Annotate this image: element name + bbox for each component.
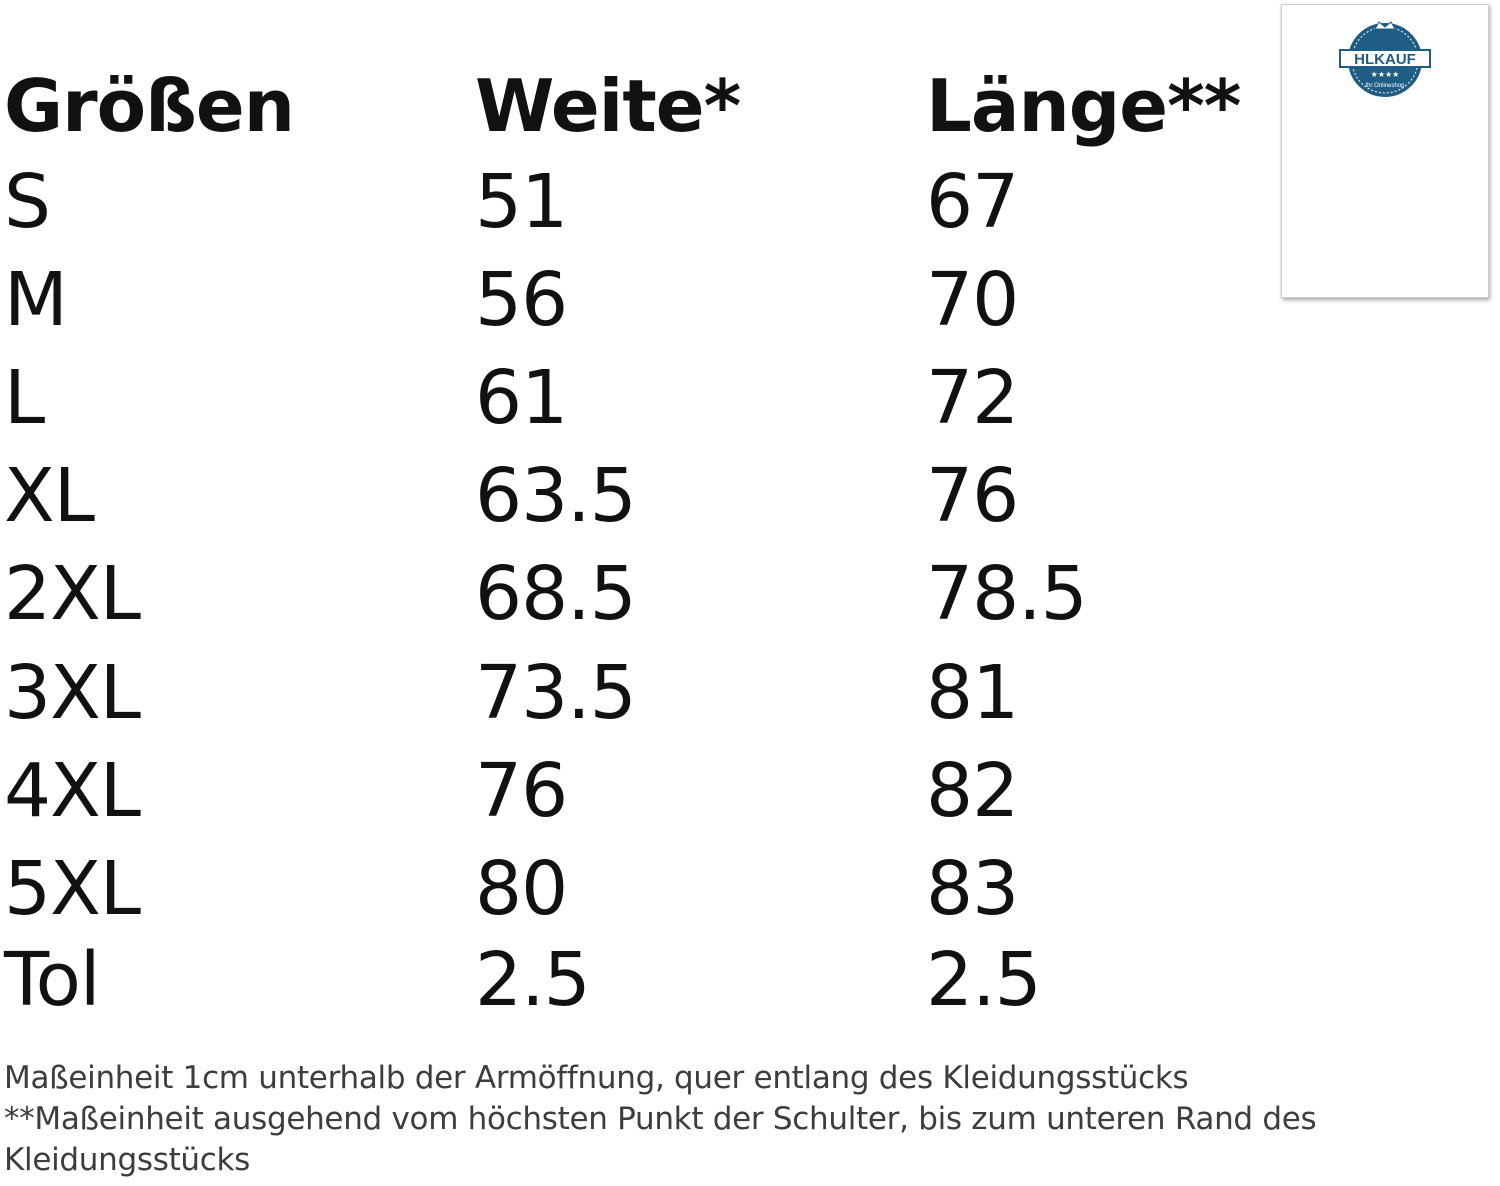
table-row: M 56 70	[0, 250, 1270, 350]
width-cell: 80	[475, 846, 568, 932]
svg-text:★★★★: ★★★★	[1371, 70, 1400, 79]
size-cell: 2XL	[4, 551, 141, 637]
footnote-length: **Maßeinheit ausgehend vom höchsten Punk…	[4, 1101, 1317, 1178]
header-width: Weite*	[475, 64, 741, 148]
length-cell: 2.5	[926, 937, 1042, 1023]
width-cell: 73.5	[475, 650, 637, 736]
size-cell: M	[4, 257, 68, 343]
table-row: S 51 67	[0, 152, 1270, 252]
size-cell: 4XL	[4, 748, 141, 834]
logo-tagline-text: Ihr Onlineshop	[1365, 83, 1405, 89]
width-cell: 76	[475, 748, 568, 834]
length-cell: 70	[926, 257, 1019, 343]
table-row: 3XL 73.5 81	[0, 643, 1270, 743]
length-cell: 67	[926, 159, 1019, 245]
logo-brand-text: HLKAUF	[1354, 51, 1416, 68]
width-cell: 63.5	[475, 453, 637, 539]
length-cell: 76	[926, 453, 1019, 539]
length-cell: 78.5	[926, 551, 1088, 637]
table-row: 2XL 68.5 78.5	[0, 544, 1270, 644]
size-cell: 5XL	[4, 846, 141, 932]
hlkauf-logo-icon: HLKAUF ★★★★ Ihr Onlineshop	[1339, 21, 1431, 99]
table-header-row: Größen Weite* Länge**	[0, 56, 1270, 156]
table-row: XL 63.5 76	[0, 446, 1270, 546]
size-cell: L	[4, 355, 45, 441]
size-cell: Tol	[4, 937, 100, 1023]
size-cell: XL	[4, 453, 95, 539]
header-sizes: Größen	[4, 64, 295, 148]
logo-card: HLKAUF ★★★★ Ihr Onlineshop	[1281, 4, 1489, 298]
table-row: Tol 2.5 2.5	[0, 930, 1270, 1030]
width-cell: 68.5	[475, 551, 637, 637]
footnotes: Maßeinheit 1cm unterhalb der Armöffnung,…	[4, 1058, 1498, 1181]
width-cell: 61	[475, 355, 568, 441]
length-cell: 81	[926, 650, 1019, 736]
length-cell: 82	[926, 748, 1019, 834]
table-row: L 61 72	[0, 348, 1270, 448]
header-length: Länge**	[926, 64, 1241, 148]
table-row: 4XL 76 82	[0, 741, 1270, 841]
length-cell: 83	[926, 846, 1019, 932]
width-cell: 56	[475, 257, 568, 343]
footnote-width: Maßeinheit 1cm unterhalb der Armöffnung,…	[4, 1060, 1189, 1096]
length-cell: 72	[926, 355, 1019, 441]
width-cell: 51	[475, 159, 568, 245]
size-cell: 3XL	[4, 650, 141, 736]
size-cell: S	[4, 159, 51, 245]
table-row: 5XL 80 83	[0, 839, 1270, 939]
width-cell: 2.5	[475, 937, 591, 1023]
